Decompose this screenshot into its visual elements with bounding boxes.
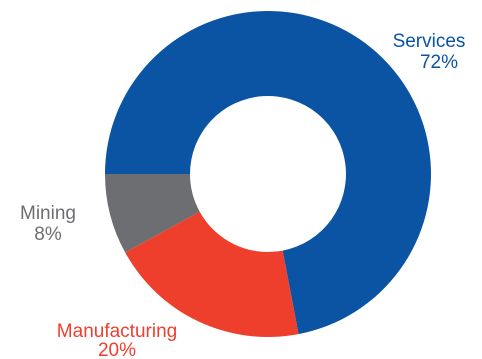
- label-services-value: 72%: [420, 52, 458, 73]
- label-mining-name: Mining: [20, 203, 76, 224]
- slice-services: [105, 10, 431, 335]
- slice-mining: [105, 174, 200, 253]
- label-services-name: Services: [393, 31, 466, 52]
- label-mining-value: 8%: [34, 224, 62, 245]
- donut-slices: [105, 10, 431, 337]
- label-manufacturing-value: 20%: [98, 340, 136, 359]
- slice-manufacturing: [125, 211, 299, 337]
- label-manufacturing-name: Manufacturing: [57, 321, 177, 342]
